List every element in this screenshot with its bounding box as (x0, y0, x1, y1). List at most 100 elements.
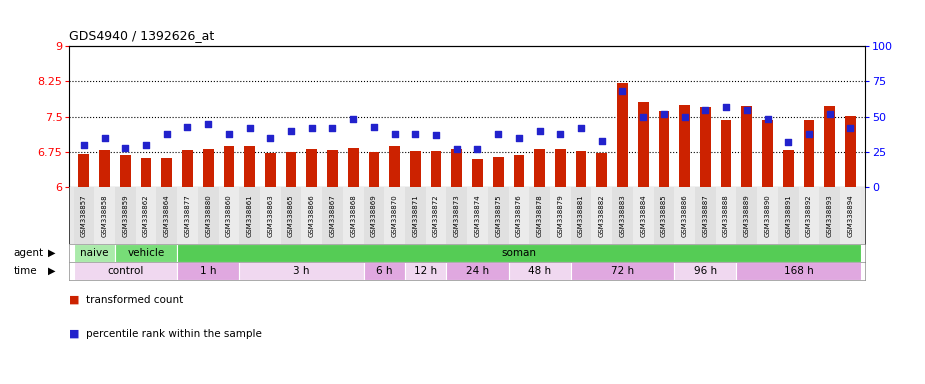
Bar (368, 152, 379, 187)
Text: GSM338877: GSM338877 (184, 194, 191, 237)
Point (201, 121, 216, 127)
Bar (405, 262, 447, 280)
Bar (575, 151, 586, 187)
Bar (177, 187, 198, 243)
Text: GSM338888: GSM338888 (723, 194, 729, 237)
Bar (426, 187, 447, 243)
Bar (550, 187, 571, 243)
Bar (218, 187, 240, 243)
Bar (99, 149, 110, 187)
Bar (94, 187, 115, 243)
Text: 3 h: 3 h (293, 266, 310, 276)
Bar (405, 187, 426, 243)
Bar (198, 187, 218, 243)
Bar (778, 187, 798, 243)
Text: GSM338868: GSM338868 (351, 194, 356, 237)
Text: ▶: ▶ (48, 248, 55, 258)
Bar (389, 146, 400, 187)
Text: GSM338891: GSM338891 (785, 194, 791, 237)
Bar (280, 187, 302, 243)
Text: GSM338880: GSM338880 (205, 194, 211, 237)
Point (512, 135, 526, 141)
Text: GSM338887: GSM338887 (702, 194, 709, 237)
Bar (804, 121, 814, 187)
Text: GSM338870: GSM338870 (391, 194, 398, 237)
Bar (617, 83, 628, 187)
Text: agent: agent (14, 248, 44, 258)
Bar (633, 187, 654, 243)
Bar (762, 121, 773, 187)
Text: GSM338857: GSM338857 (80, 194, 87, 237)
Point (450, 146, 464, 152)
Bar (431, 151, 441, 187)
Text: GSM338883: GSM338883 (620, 194, 625, 237)
Text: GSM338862: GSM338862 (143, 194, 149, 237)
Point (532, 127, 547, 134)
Text: GSM338859: GSM338859 (122, 194, 129, 237)
Text: soman: soman (501, 248, 536, 258)
Bar (343, 187, 364, 243)
Bar (695, 187, 716, 243)
Bar (451, 149, 462, 187)
Bar (509, 187, 529, 243)
Bar (597, 153, 607, 187)
Text: GSM338860: GSM338860 (226, 194, 232, 237)
Point (719, 104, 734, 110)
Text: GSM338873: GSM338873 (454, 194, 460, 237)
Point (698, 106, 713, 113)
Text: ■: ■ (69, 295, 80, 305)
Bar (447, 262, 509, 280)
Point (325, 125, 339, 131)
Text: GSM338892: GSM338892 (806, 194, 812, 237)
Point (739, 106, 754, 113)
Text: GSM338876: GSM338876 (516, 194, 522, 237)
Bar (348, 148, 359, 187)
Text: 24 h: 24 h (466, 266, 489, 276)
Point (677, 114, 692, 120)
Text: time: time (14, 266, 38, 276)
Bar (820, 187, 840, 243)
Bar (364, 262, 405, 280)
Bar (265, 153, 276, 187)
Point (180, 123, 195, 129)
Bar (244, 146, 255, 187)
Text: GSM338894: GSM338894 (847, 194, 854, 237)
Text: GSM338866: GSM338866 (309, 194, 315, 237)
Point (470, 146, 485, 152)
Bar (203, 149, 214, 187)
Bar (384, 187, 405, 243)
Bar (467, 187, 487, 243)
Bar (758, 187, 778, 243)
Point (97, 135, 112, 141)
Bar (674, 187, 695, 243)
Bar (364, 187, 384, 243)
Bar (182, 149, 192, 187)
Bar (260, 187, 280, 243)
Bar (115, 187, 136, 243)
Bar (156, 187, 177, 243)
Bar (322, 187, 343, 243)
Bar (591, 187, 612, 243)
Point (221, 131, 236, 137)
Text: 1 h: 1 h (200, 266, 216, 276)
Point (595, 137, 610, 144)
Point (574, 125, 588, 131)
Bar (798, 187, 820, 243)
Bar (783, 149, 794, 187)
Text: GSM338893: GSM338893 (827, 194, 832, 237)
Bar (177, 262, 240, 280)
Text: GSM338861: GSM338861 (247, 194, 253, 237)
Point (117, 145, 132, 151)
Bar (571, 262, 674, 280)
Text: control: control (107, 266, 143, 276)
Bar (161, 158, 172, 187)
Text: GSM338875: GSM338875 (495, 194, 501, 237)
Point (491, 131, 506, 137)
Text: GSM338858: GSM338858 (102, 194, 107, 237)
Bar (824, 106, 835, 187)
Bar (136, 187, 156, 243)
Point (346, 116, 361, 122)
Bar (736, 262, 861, 280)
Text: GSM338872: GSM338872 (433, 194, 439, 237)
Point (139, 142, 154, 148)
